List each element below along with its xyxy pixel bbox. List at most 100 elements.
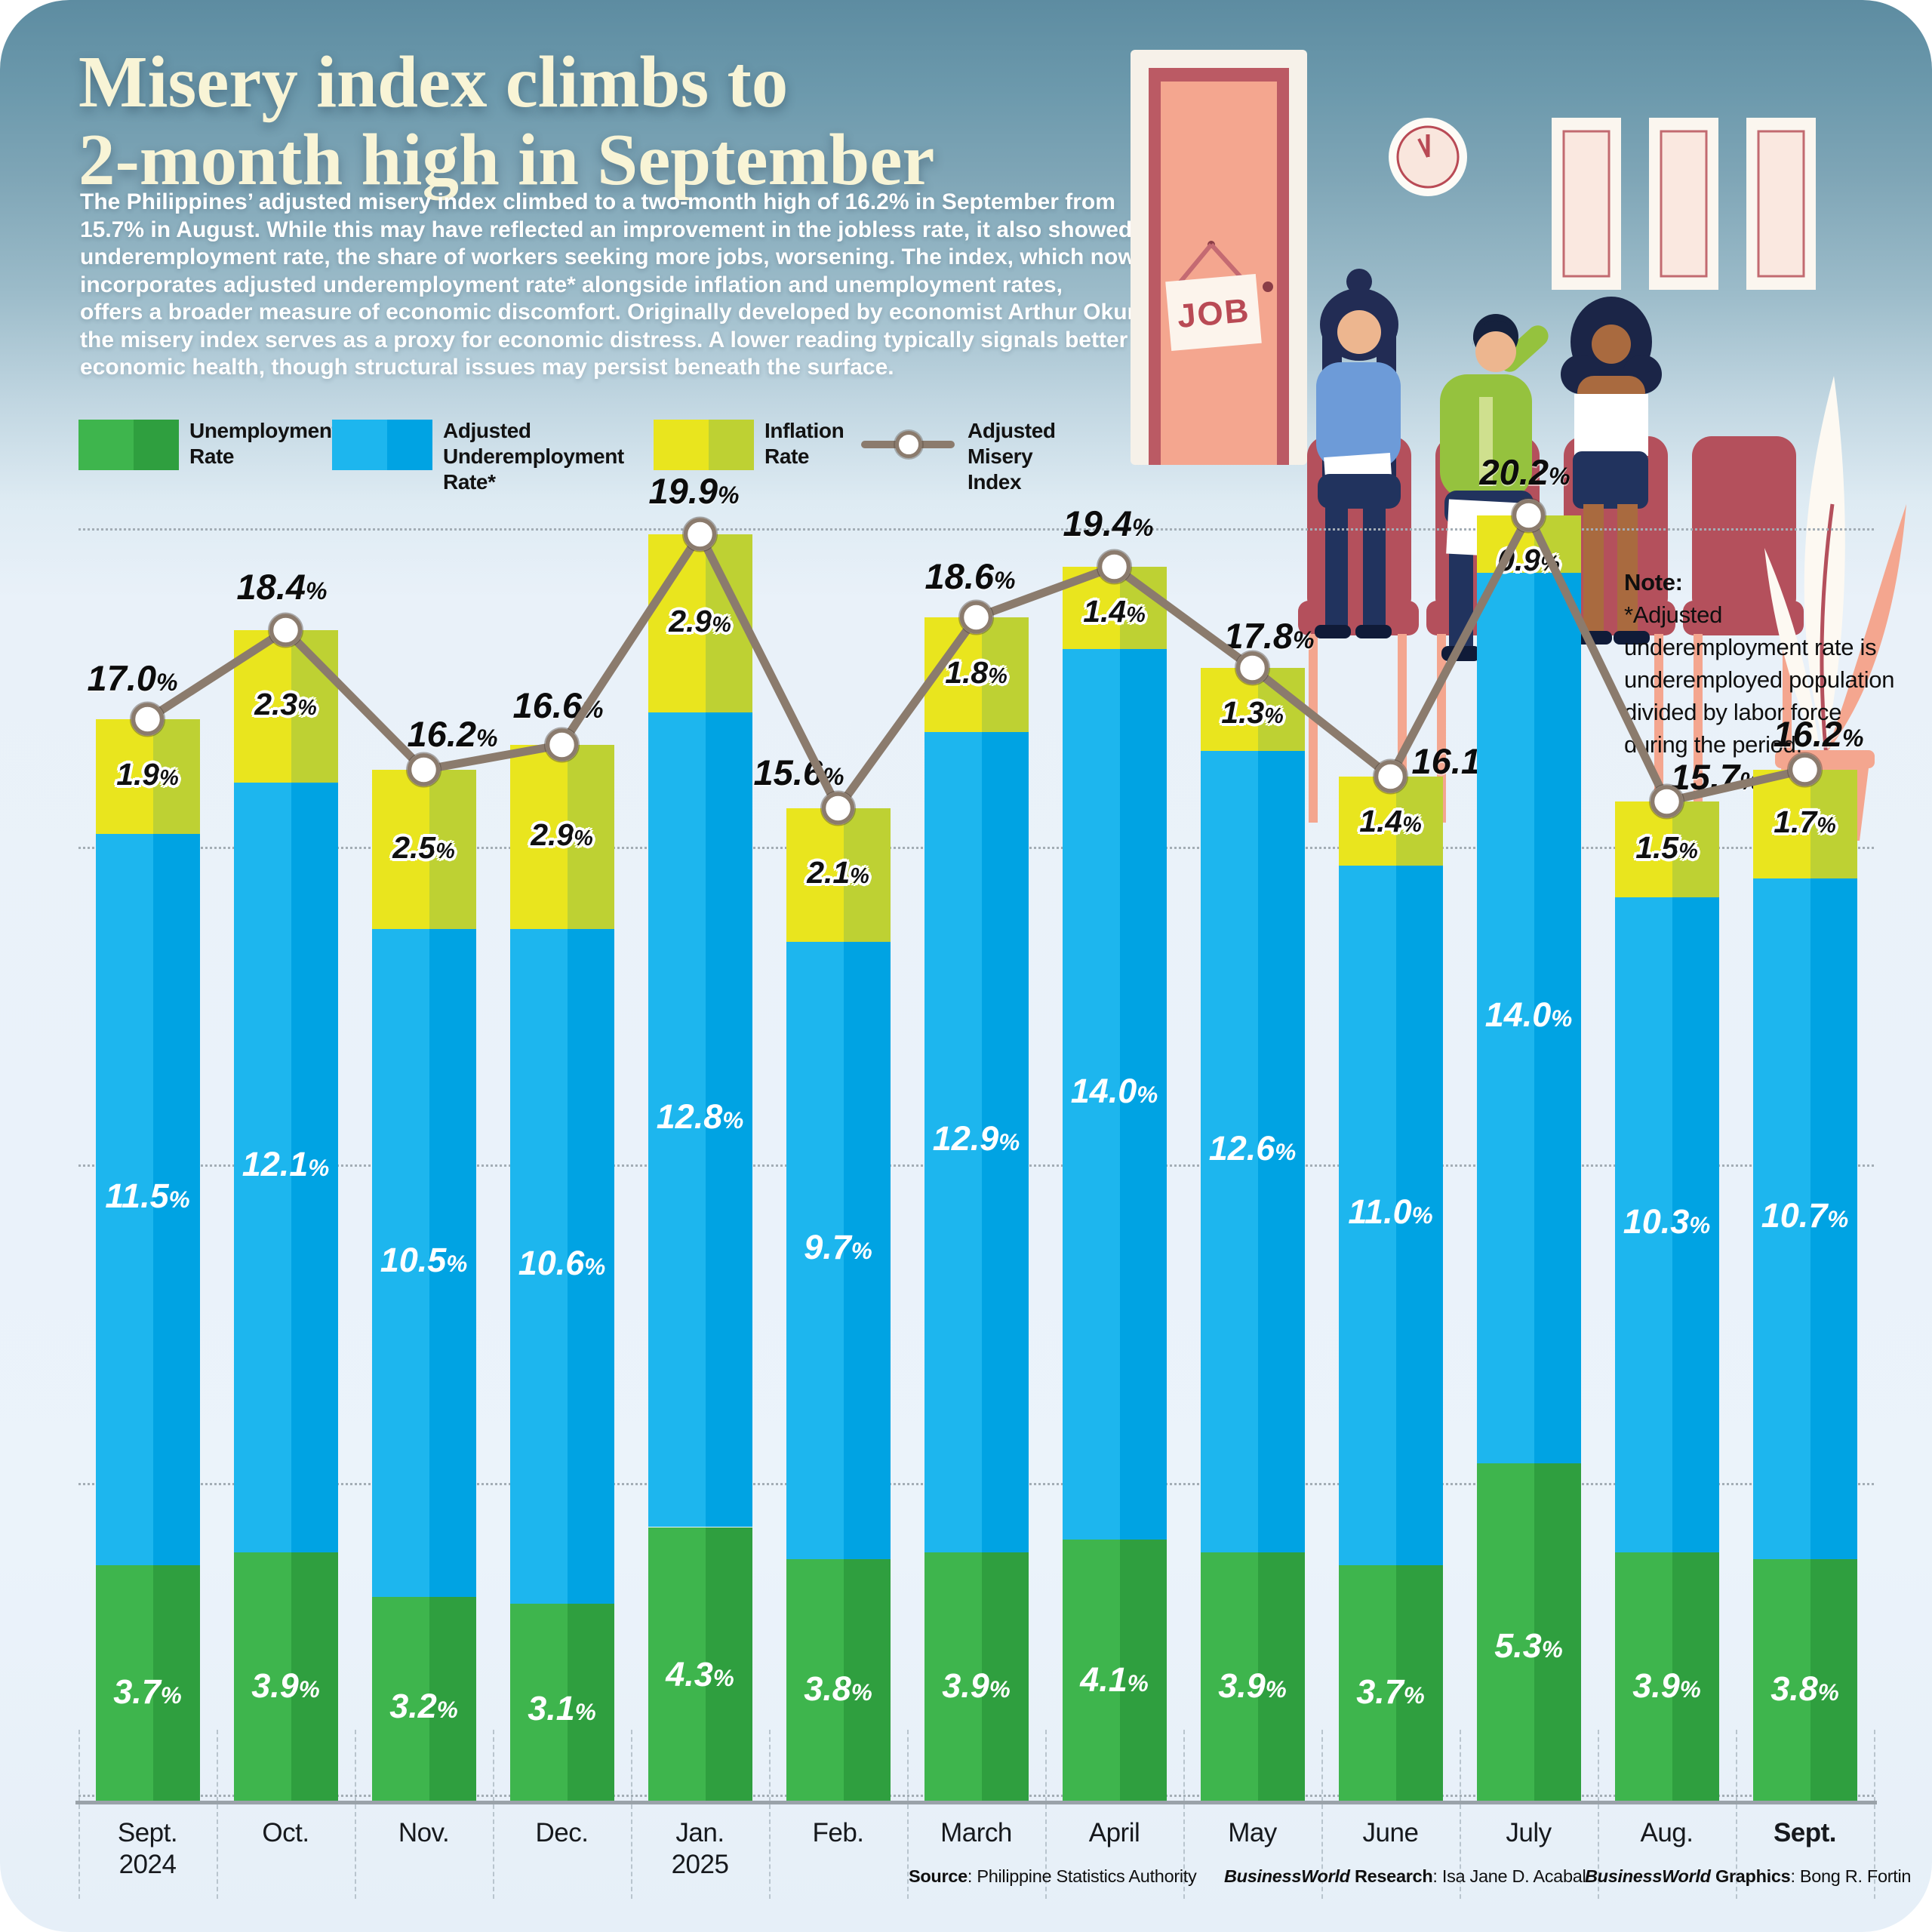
underemployment-value-label: 11.0%: [1348, 1192, 1433, 1232]
misery-index-line-icon: [861, 431, 955, 458]
month-label: Feb.: [812, 1818, 864, 1847]
bar-segment-underemployment: [1200, 751, 1305, 1553]
stacked-bar: 2.1% 9.7% 3.8%: [786, 808, 891, 1801]
misery-index-value-label: 19.9%: [648, 471, 740, 511]
brand-businessworld: BusinessWorld: [1585, 1866, 1711, 1886]
column-separator: [217, 1730, 218, 1899]
legend-label: Inflation Rate: [764, 419, 844, 468]
underemployment-value-label: 12.8%: [656, 1097, 744, 1136]
unemployment-value-label: 3.9%: [1632, 1666, 1701, 1706]
underemployment-value-label: 12.9%: [932, 1119, 1020, 1158]
inflation-value-label: 1.8%: [945, 654, 1008, 690]
picture-frame: [1649, 118, 1718, 290]
unemployment-value-label: 3.9%: [1218, 1666, 1287, 1706]
month-label: Dec.: [535, 1818, 589, 1847]
underemployment-value-label: 12.6%: [1208, 1129, 1297, 1168]
misery-index-value-label: 17.0%: [87, 658, 178, 698]
bar-segment-underemployment: [1614, 897, 1719, 1553]
bar-segment-unemployment: [924, 1552, 1029, 1801]
bar-segment-unemployment: [1062, 1540, 1167, 1801]
title-line-1: Misery index climbs to: [78, 42, 789, 122]
misery-index-value-label: 16.2%: [1773, 714, 1864, 754]
job-sign: JOB: [1165, 241, 1262, 352]
stacked-bar: 1.7% 10.7% 3.8%: [1752, 770, 1857, 1801]
month-label: May: [1228, 1818, 1277, 1847]
underemployment-value-label: 10.7%: [1761, 1195, 1849, 1235]
title-line-2: 2-month high in September: [78, 118, 935, 200]
inflation-value-label: 2.3%: [254, 687, 317, 722]
source-label: Source: [909, 1866, 968, 1886]
month-label: April: [1088, 1818, 1140, 1847]
graphics-credit: BusinessWorld Graphics: Bong R. Fortin: [1585, 1866, 1912, 1887]
bar-segment-underemployment: [786, 941, 891, 1559]
column-separator: [1321, 1730, 1323, 1899]
inflation-value-label: 2.5%: [392, 829, 455, 865]
month-label: June: [1362, 1818, 1419, 1847]
misery-index-value-label: 20.2%: [1479, 452, 1571, 492]
bar-segment-underemployment: [95, 833, 200, 1566]
column-separator: [1598, 1730, 1599, 1899]
bar-segment-underemployment: [509, 929, 614, 1604]
stacked-bar: 1.5% 10.3% 3.9%: [1614, 801, 1719, 1801]
inflation-value-label: 2.9%: [531, 817, 593, 852]
underemployment-swatch-icon: [332, 420, 432, 470]
picture-frames: [1552, 118, 1816, 290]
unemployment-value-label: 3.7%: [113, 1672, 182, 1711]
unemployment-swatch-icon: [78, 420, 179, 470]
underemployment-value-label: 9.7%: [804, 1227, 872, 1266]
stacked-bar: 2.5% 10.5% 3.2%: [371, 770, 476, 1801]
stacked-bar: 2.9% 10.6% 3.1%: [509, 744, 614, 1801]
inflation-value-label: 1.4%: [1359, 803, 1422, 838]
brand-businessworld: BusinessWorld: [1224, 1866, 1350, 1886]
source-credit: Source: Philippine Statistics Authority: [909, 1866, 1197, 1887]
month-label: Jan. 2025: [671, 1818, 729, 1879]
bar-segment-underemployment: [371, 929, 476, 1598]
inflation-value-label: 2.9%: [669, 604, 731, 639]
unemployment-value-label: 3.9%: [942, 1666, 1011, 1706]
bar-segment-unemployment: [1338, 1565, 1443, 1801]
misery-index-marker-icon: [895, 431, 922, 458]
bar-segment-unemployment: [509, 1603, 614, 1801]
stacked-bar: 1.8% 12.9% 3.9%: [924, 617, 1029, 1801]
source-text: : Philippine Statistics Authority: [967, 1866, 1197, 1886]
inflation-value-label: 1.9%: [116, 756, 179, 792]
inflation-value-label: 1.3%: [1221, 695, 1284, 731]
column-separator: [631, 1730, 632, 1899]
month-label: March: [940, 1818, 1012, 1847]
column-separator: [493, 1730, 494, 1899]
page-title: Misery index climbs to 2-month high in Se…: [78, 42, 935, 200]
job-door: JOB: [1131, 50, 1307, 465]
column-separator: [1874, 1730, 1875, 1899]
unemployment-value-label: 3.2%: [389, 1686, 458, 1725]
misery-index-value-label: 18.6%: [924, 556, 1016, 596]
picture-frame: [1746, 118, 1816, 290]
underemployment-value-label: 10.3%: [1623, 1202, 1711, 1241]
bar-segment-underemployment: [1338, 865, 1443, 1566]
column-separator: [1045, 1730, 1047, 1899]
unemployment-value-label: 3.8%: [804, 1669, 872, 1708]
unemployment-value-label: 3.7%: [1356, 1672, 1425, 1711]
bar-segment-unemployment: [1614, 1552, 1719, 1801]
inflation-value-label: 1.5%: [1635, 829, 1698, 865]
legend-label: Unemployment Rate: [189, 419, 339, 468]
unemployment-value-label: 4.1%: [1080, 1660, 1149, 1700]
month-label: July: [1506, 1818, 1552, 1847]
stacked-bar: 1.4% 14.0% 4.1%: [1062, 566, 1167, 1801]
inflation-value-label: 0.9%: [1497, 543, 1560, 578]
bar-segment-inflation: [786, 808, 891, 942]
column-separator: [1460, 1730, 1461, 1899]
underemployment-value-label: 14.0%: [1484, 995, 1573, 1035]
bar-segment-unemployment: [1200, 1552, 1305, 1801]
unemployment-value-label: 3.9%: [251, 1666, 320, 1706]
stacked-bar: 1.9% 11.5% 3.7%: [95, 718, 200, 1801]
stacked-bar: 1.3% 12.6% 3.9%: [1200, 668, 1305, 1801]
inflation-value-label: 1.4%: [1083, 593, 1146, 629]
bar-segment-unemployment: [233, 1552, 338, 1801]
bar-segment-unemployment: [95, 1565, 200, 1801]
month-label: Sept.: [1773, 1818, 1837, 1847]
bar-segment-unemployment: [786, 1558, 891, 1801]
research-credit: BusinessWorld Research: Isa Jane D. Acab…: [1224, 1866, 1586, 1887]
column-separator: [769, 1730, 771, 1899]
underemployment-value-label: 14.0%: [1070, 1072, 1158, 1111]
misery-index-value-label: 19.4%: [1063, 503, 1154, 543]
